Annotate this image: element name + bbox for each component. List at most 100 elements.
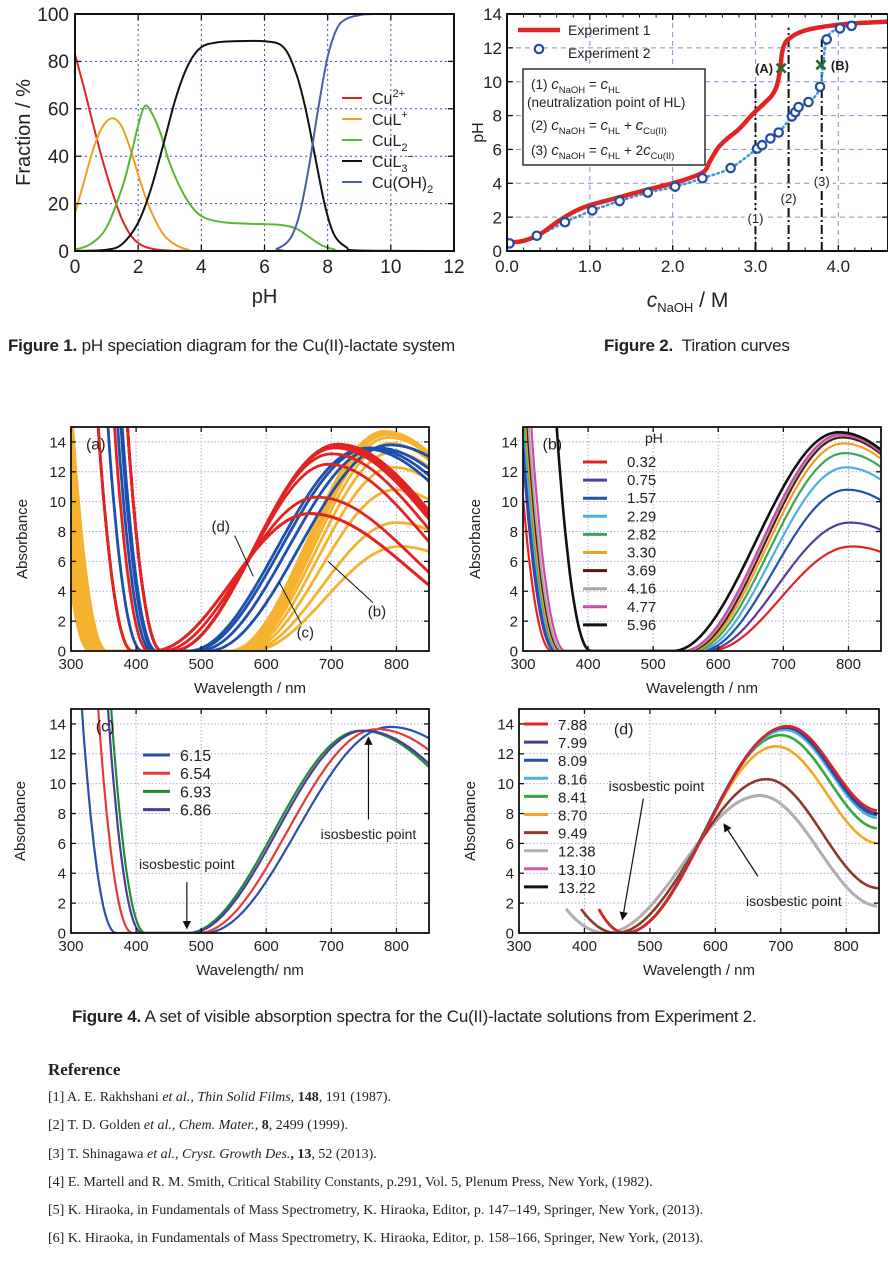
reference-post: , 52 (2013). (311, 1146, 377, 1162)
experiment-2-point (756, 139, 768, 151)
experiment-2-point (507, 238, 515, 249)
legend-label-pH-8.70: 8.70 (558, 808, 587, 825)
reference-post: , 2499 (1999). (268, 1118, 349, 1134)
x-tick-label: 600 (706, 656, 731, 673)
plot-frame (518, 708, 880, 934)
y-tick-label: 4 (506, 866, 514, 883)
isosbestic-point-label: isosbestic point (321, 826, 417, 842)
y-tick-label: 100 (37, 5, 69, 26)
y-tick-label: 8 (493, 107, 502, 126)
reference-item: [6] K. Hiraoka, in Fundamentals of Mass … (48, 1231, 703, 1247)
x-tick-label: 0.0 (495, 257, 519, 276)
x-tick-label: 700 (319, 656, 344, 673)
y-tick-label: 4 (58, 866, 66, 883)
x-tick-label: 4.0 (826, 257, 850, 276)
series-group-label: (c) (297, 625, 315, 642)
spectrum-line-pH-0.75 (523, 457, 881, 651)
figure-4c-spectra-chart: 300 400 500 600 700 800 0 2 4 6 8 10 12 14 Wavelength/… (12, 708, 430, 979)
reference-line-label: (1) (748, 211, 764, 226)
y-tick-label: 6 (58, 836, 66, 853)
experiment-2-point (765, 133, 776, 144)
references-section: Reference [1] A. E. Rakhshani et al., Th… (48, 1060, 703, 1260)
label-bg (810, 172, 833, 189)
reference-etal: et al., (162, 1090, 198, 1105)
x-tick-label: 800 (384, 656, 409, 673)
y-tick-label: 4 (58, 584, 66, 601)
figure-2-caption: Figure 2. Tiration curves (604, 336, 790, 356)
y-tick-label: 12 (497, 746, 514, 763)
legend-label-CuL3-: CuL3− (372, 151, 414, 175)
figure-2-label: Figure 2. (604, 336, 674, 355)
experiment-2-point (793, 101, 804, 113)
y-tick-label: 6 (493, 141, 502, 160)
figure-2-titration-chart: (1) (2) (3) (A) (B) 0.0 1.0 2.0 3.0 4.0 0 2 4 6 8 10 12 1… (470, 5, 888, 315)
reference-etal: et al., (147, 1146, 183, 1162)
x-tick-label: 10 (380, 257, 401, 278)
reference-journal: Thin Solid Films, (197, 1090, 295, 1105)
equivalence-point-label: (A) (755, 61, 773, 76)
x-tick-label: 300 (510, 656, 535, 673)
condition-line: (3) cNaOH = cHL + 2cCu(II) (531, 142, 674, 162)
spectrum-line-pH-2.82 (524, 427, 881, 651)
legend-label-Cu(OH)2: Cu(OH)2 (372, 175, 433, 196)
x-axis-label: pH (252, 286, 278, 308)
equivalence-point-marker (775, 62, 787, 74)
label-leader-line (234, 535, 254, 577)
figure-1-label: Figure 1. (8, 336, 78, 355)
y-tick-label: 10 (501, 494, 518, 511)
x-tick-label: 4 (196, 257, 207, 278)
y-tick-label: 0 (58, 925, 66, 942)
legend-label-pH-5.96: 5.96 (627, 617, 656, 634)
y-tick-label: 0 (58, 643, 66, 660)
references-list: [1] A. E. Rakhshani et al., Thin Solid F… (48, 1090, 703, 1247)
legend-label-pH-7.88: 7.88 (558, 717, 587, 734)
label-bg (777, 189, 800, 206)
x-tick-label: 800 (384, 938, 409, 955)
reference-line-label: (3) (814, 174, 830, 189)
plot-frame (506, 13, 888, 252)
experiment-2-point (814, 81, 826, 93)
y-tick-label: 8 (506, 806, 514, 823)
spectrum-line-pH-3.30 (524, 427, 881, 651)
experiment-2-point (531, 230, 543, 242)
x-axis-label: Wavelength / nm (646, 680, 758, 697)
condition-line: (neutralization point of HL) (527, 95, 685, 110)
y-tick-label: 10 (497, 776, 514, 793)
y-tick-label: 60 (48, 100, 69, 121)
reference-item: [2] T. D. Golden et al., Chem. Mater., 8… (48, 1118, 703, 1134)
x-tick-label: 600 (254, 656, 279, 673)
legend-label-Cu2+: Cu2+ (372, 88, 405, 108)
reference-pre: [3] T. Shinagawa (48, 1146, 148, 1162)
legend-label-pH-6.93: 6.93 (180, 784, 211, 801)
plot-frame (522, 426, 882, 652)
reference-vol: 8 (258, 1118, 269, 1134)
reference-journal: Cryst. Growth Des. (182, 1146, 291, 1162)
y-tick-label: 8 (58, 806, 66, 823)
experiment-2-point (614, 195, 625, 207)
reference-journal: Chem. Mater., (178, 1118, 259, 1134)
x-tick-label: 800 (836, 656, 861, 673)
legend-label-pH-4.16: 4.16 (627, 581, 656, 598)
y-tick-label: 20 (48, 194, 69, 215)
panel-label: (d) (614, 721, 634, 738)
x-tick-label: 600 (703, 938, 728, 955)
x-tick-label: 500 (189, 938, 214, 955)
figure-4-caption: Figure 4. A set of visible absorption sp… (72, 1007, 757, 1027)
y-tick-label: 2 (58, 614, 66, 631)
y-tick-label: 4 (493, 174, 502, 193)
legend-label-pH-3.69: 3.69 (627, 563, 656, 580)
plot-frame (70, 426, 430, 652)
reference-pre: [1] A. E. Rakhshani (48, 1090, 163, 1105)
panel-label: (b) (543, 436, 563, 453)
y-tick-label: 14 (497, 716, 514, 733)
spectrum-line-pH-6.86 (106, 709, 429, 933)
y-tick-label: 14 (49, 716, 66, 733)
x-tick-label: 3.0 (744, 257, 768, 276)
figure-4d-spectra-chart: 300 400 500 600 700 800 0 2 4 6 8 10 12 14 Wavelength … (462, 708, 880, 979)
experiment-2-point (773, 127, 784, 138)
reference-pre: [2] T. D. Golden (48, 1118, 144, 1134)
legend-label-pH-3.30: 3.30 (627, 545, 656, 562)
experiment-2-point (669, 181, 681, 192)
spectrum-line (106, 427, 429, 651)
spectrum-line-pH-0.32 (523, 497, 881, 651)
